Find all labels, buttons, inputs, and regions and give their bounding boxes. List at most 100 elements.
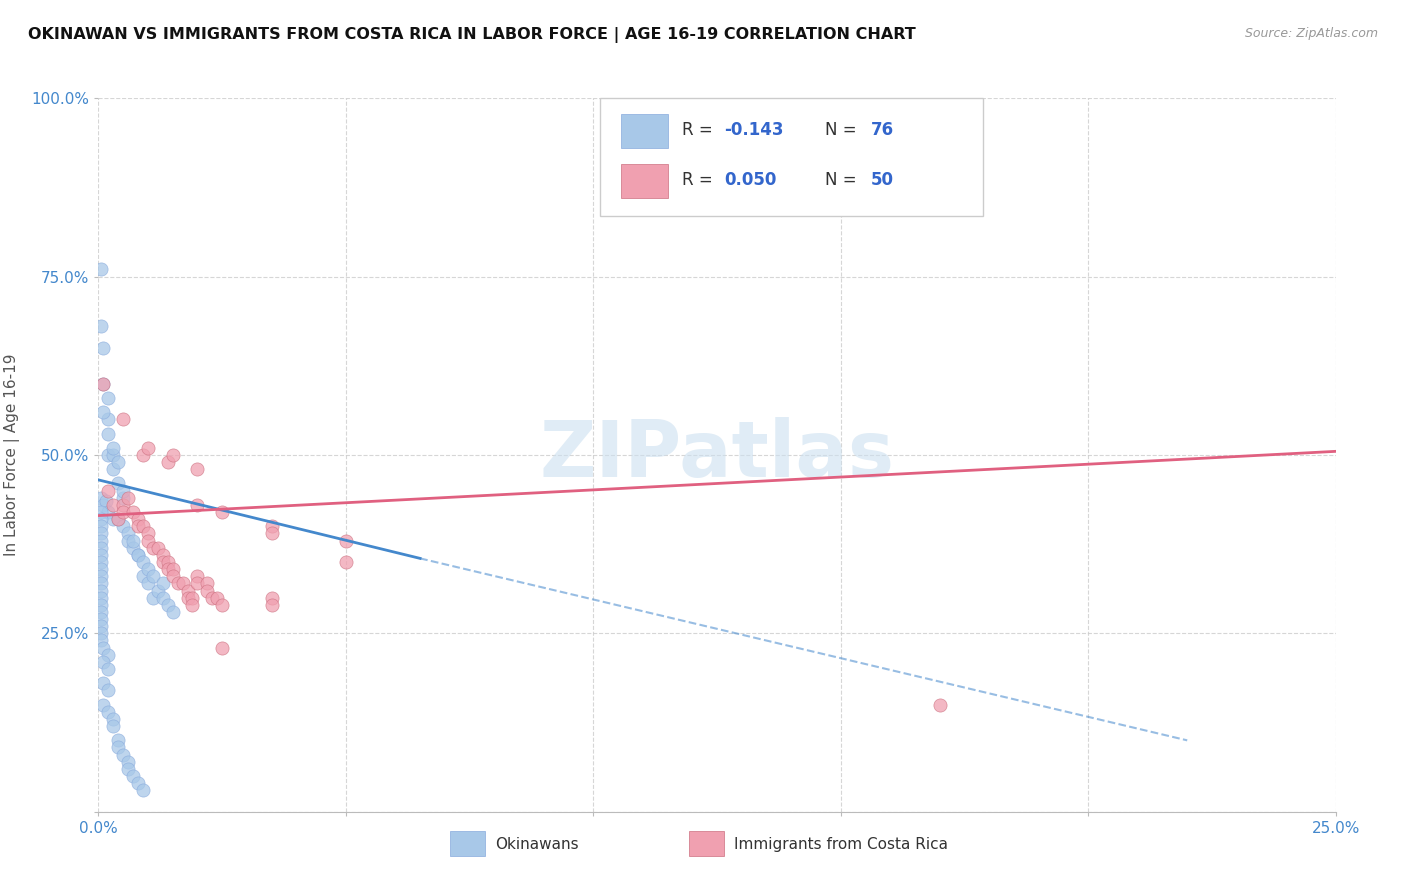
Point xyxy=(97,662,120,676)
Text: R =: R = xyxy=(682,121,718,139)
Point xyxy=(93,676,115,690)
Point xyxy=(176,583,198,598)
Point xyxy=(97,426,120,441)
Point xyxy=(122,769,145,783)
Point xyxy=(132,555,155,569)
Text: OKINAWAN VS IMMIGRANTS FROM COSTA RICA IN LABOR FORCE | AGE 16-19 CORRELATION CH: OKINAWAN VS IMMIGRANTS FROM COSTA RICA I… xyxy=(28,27,915,43)
Point xyxy=(90,612,112,626)
Point xyxy=(152,555,174,569)
Point xyxy=(103,719,125,733)
Text: N =: N = xyxy=(825,121,862,139)
Point xyxy=(90,555,112,569)
Point xyxy=(107,476,129,491)
Point xyxy=(335,555,357,569)
Point xyxy=(93,341,115,355)
Point xyxy=(132,519,155,533)
Point xyxy=(90,619,112,633)
Point xyxy=(117,533,139,548)
Point xyxy=(93,498,115,512)
Text: 0.050: 0.050 xyxy=(724,171,778,189)
Point xyxy=(90,591,112,605)
Point xyxy=(90,541,112,555)
Point xyxy=(103,498,125,512)
Point xyxy=(93,640,115,655)
Text: R =: R = xyxy=(682,171,718,189)
Point xyxy=(122,541,145,555)
Point xyxy=(97,391,120,405)
Bar xyxy=(620,114,668,148)
Point xyxy=(90,605,112,619)
Point xyxy=(97,505,120,519)
Point xyxy=(90,633,112,648)
Text: 50: 50 xyxy=(870,171,893,189)
Point xyxy=(107,455,129,469)
Point xyxy=(136,533,159,548)
Point xyxy=(186,462,208,476)
Point xyxy=(152,591,174,605)
Point xyxy=(136,576,159,591)
Point xyxy=(181,591,204,605)
Point xyxy=(152,576,174,591)
Point xyxy=(94,494,117,508)
Point xyxy=(117,526,139,541)
Point xyxy=(90,533,112,548)
Point xyxy=(112,412,135,426)
Text: Okinawans: Okinawans xyxy=(495,838,578,852)
Point xyxy=(132,569,155,583)
Point xyxy=(122,533,145,548)
Point xyxy=(205,591,228,605)
Point xyxy=(156,455,179,469)
Point xyxy=(90,519,112,533)
Point xyxy=(122,505,145,519)
Point xyxy=(142,541,165,555)
Point xyxy=(112,505,135,519)
Point xyxy=(156,598,179,612)
Point xyxy=(260,526,283,541)
Text: Source: ZipAtlas.com: Source: ZipAtlas.com xyxy=(1244,27,1378,40)
Point xyxy=(117,755,139,769)
Point xyxy=(162,605,184,619)
Point xyxy=(112,747,135,762)
Point xyxy=(162,448,184,462)
Point xyxy=(928,698,950,712)
Point xyxy=(162,562,184,576)
Point xyxy=(107,733,129,747)
Point xyxy=(103,512,125,526)
Point xyxy=(97,483,120,498)
Text: 76: 76 xyxy=(870,121,894,139)
Text: ZIPatlas: ZIPatlas xyxy=(540,417,894,493)
Point xyxy=(90,505,112,519)
FancyBboxPatch shape xyxy=(599,98,983,216)
Point xyxy=(195,576,218,591)
Point xyxy=(186,498,208,512)
Text: N =: N = xyxy=(825,171,862,189)
Point xyxy=(90,626,112,640)
Point xyxy=(201,591,224,605)
Point xyxy=(103,441,125,455)
Point xyxy=(166,576,188,591)
Point xyxy=(132,783,155,797)
Point xyxy=(136,441,159,455)
Point xyxy=(97,705,120,719)
Point xyxy=(211,640,233,655)
Point xyxy=(103,448,125,462)
Point xyxy=(195,583,218,598)
Bar xyxy=(620,164,668,198)
Point xyxy=(156,555,179,569)
Point xyxy=(112,498,135,512)
Point xyxy=(90,548,112,562)
Point xyxy=(90,576,112,591)
Point xyxy=(172,576,194,591)
Point xyxy=(117,491,139,505)
Point xyxy=(127,512,149,526)
Point xyxy=(146,541,169,555)
Point xyxy=(90,491,112,505)
Point xyxy=(146,583,169,598)
Point xyxy=(103,712,125,726)
Point xyxy=(97,648,120,662)
Point xyxy=(93,698,115,712)
Point xyxy=(176,591,198,605)
Point xyxy=(107,512,129,526)
Text: Immigrants from Costa Rica: Immigrants from Costa Rica xyxy=(734,838,948,852)
Point xyxy=(136,526,159,541)
